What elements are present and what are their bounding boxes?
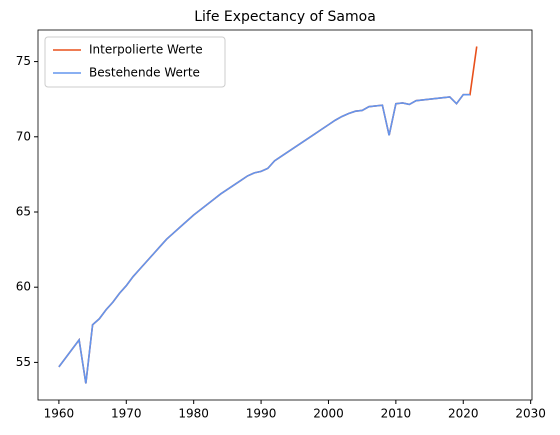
x-tick-label: 2030: [515, 407, 546, 421]
data-line: [58, 93, 470, 384]
chart-title: Life Expectancy of Samoa: [194, 9, 376, 25]
legend-box: [44, 36, 226, 88]
x-tick-label: 1960: [44, 407, 75, 421]
legend-label: Interpolierte Werte: [89, 43, 203, 57]
legend-label: Bestehende Werte: [89, 66, 200, 80]
y-tick-label: 65: [16, 204, 31, 218]
x-tick-label: 2010: [381, 407, 412, 421]
x-tick-label: 2020: [448, 407, 479, 421]
y-tick-label: 60: [16, 280, 31, 294]
x-tick-label: 2000: [313, 407, 344, 421]
y-tick-label: 75: [16, 54, 31, 68]
plot-frame: [37, 29, 533, 401]
x-tick-label: 1980: [178, 407, 209, 421]
data-line: [58, 46, 478, 384]
x-tick-label: 1990: [246, 407, 277, 421]
y-tick-label: 55: [16, 355, 31, 369]
y-tick-label: 70: [16, 129, 31, 143]
x-tick-label: 1970: [111, 407, 142, 421]
